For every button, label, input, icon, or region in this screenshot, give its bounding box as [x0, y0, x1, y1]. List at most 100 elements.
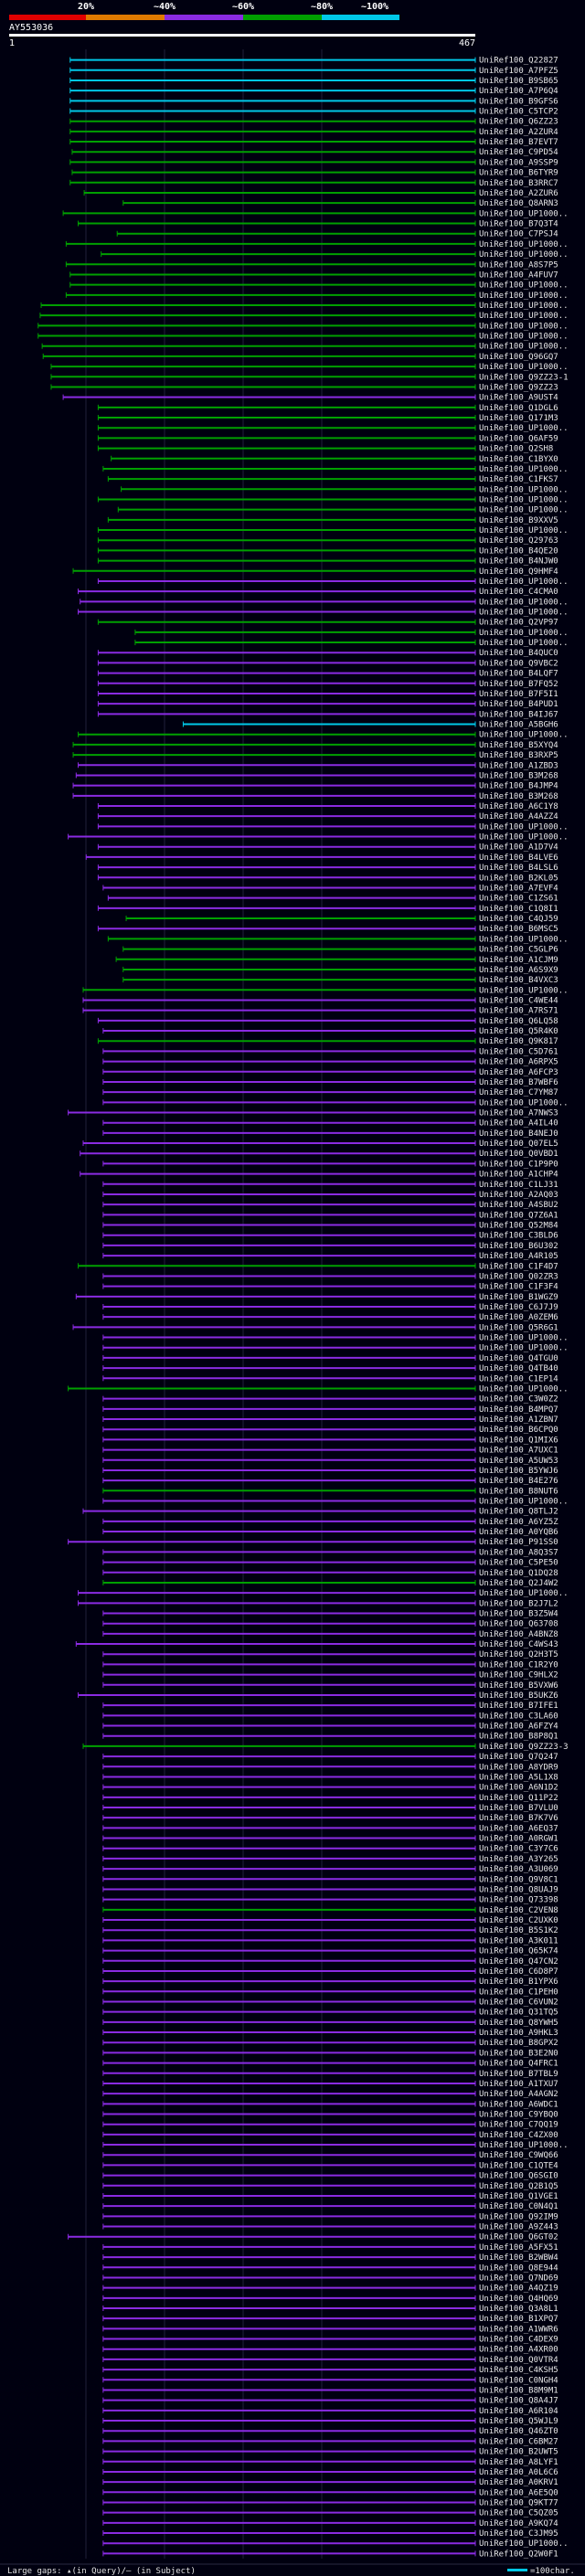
hit-row[interactable]: UniRef100_A9SSP9 [69, 158, 558, 167]
hit-row[interactable]: UniRef100_UP1000.. [68, 1384, 569, 1394]
hit-label[interactable]: UniRef100_C5GLP6 [479, 946, 558, 955]
hit-row[interactable]: UniRef100_C4KSH5 [102, 2366, 558, 2375]
hit-label[interactable]: UniRef100_A1ZBD3 [479, 761, 558, 770]
hit-label[interactable]: UniRef100_B4IJ67 [479, 710, 558, 719]
hit-row[interactable]: UniRef100_Q2H3T5 [102, 1650, 558, 1659]
hit-label[interactable]: UniRef100_C5QZ05 [479, 2509, 558, 2518]
hit-row[interactable]: UniRef100_B4LVE6 [85, 853, 558, 863]
hit-label[interactable]: UniRef100_C4CMA0 [479, 588, 558, 597]
hit-label[interactable]: UniRef100_B4LVE6 [479, 853, 558, 863]
hit-label[interactable]: UniRef100_Q2H3T5 [479, 1650, 558, 1659]
hit-row[interactable]: UniRef100_A1TXU7 [102, 2080, 558, 2089]
hit-row[interactable]: UniRef100_UP1000.. [107, 935, 569, 944]
hit-row[interactable]: UniRef100_P91SS0 [68, 1538, 558, 1547]
hit-row[interactable]: UniRef100_B3Z5W4 [102, 1610, 558, 1619]
hit-label[interactable]: UniRef100_A8LYF1 [479, 2458, 558, 2467]
hit-row[interactable]: UniRef100_C1P9P0 [102, 1160, 558, 1169]
hit-row[interactable]: UniRef100_UP1000.. [102, 2141, 569, 2150]
hit-row[interactable]: UniRef100_A3U069 [102, 1865, 558, 1874]
hit-label[interactable]: UniRef100_C9YBQ0 [479, 2111, 558, 2120]
hit-row[interactable]: UniRef100_A5FX51 [102, 2243, 558, 2253]
hit-label[interactable]: UniRef100_UP1000.. [479, 1497, 569, 1506]
hit-label[interactable]: UniRef100_Q1VGE1 [479, 2192, 558, 2201]
hit-row[interactable]: UniRef100_Q4HQ69 [102, 2295, 558, 2304]
hit-row[interactable]: UniRef100_UP1000.. [78, 1589, 569, 1598]
hit-row[interactable]: UniRef100_B4JMP4 [72, 782, 558, 791]
hit-label[interactable]: UniRef100_Q8E944 [479, 2263, 558, 2273]
hit-row[interactable]: UniRef100_Q7Q247 [102, 1753, 558, 1762]
hit-label[interactable]: UniRef100_Q11P22 [479, 1794, 558, 1803]
hit-label[interactable]: UniRef100_B5UKZ6 [479, 1691, 558, 1701]
hit-row[interactable]: UniRef100_B2J7L2 [78, 1599, 558, 1608]
hit-row[interactable]: UniRef100_Q6SGI0 [102, 2172, 558, 2181]
hit-label[interactable]: UniRef100_P91SS0 [479, 1538, 558, 1547]
hit-row[interactable]: UniRef100_B4MPQ7 [102, 1405, 558, 1415]
hit-label[interactable]: UniRef100_Q2J4W2 [479, 1579, 558, 1588]
hit-row[interactable]: UniRef100_Q11P22 [102, 1794, 558, 1803]
hit-row[interactable]: UniRef100_A1CHP4 [80, 1171, 558, 1180]
hit-row[interactable]: UniRef100_Q7ND69 [102, 2274, 558, 2283]
hit-label[interactable]: UniRef100_A2ZUR6 [479, 189, 558, 198]
hit-row[interactable]: UniRef100_UP1000.. [134, 629, 569, 638]
hit-label[interactable]: UniRef100_UP1000.. [479, 731, 569, 740]
hit-label[interactable]: UniRef100_A5BGH6 [479, 721, 558, 730]
hit-row[interactable]: UniRef100_Q6AF59 [97, 434, 558, 443]
hit-label[interactable]: UniRef100_C4DEX9 [479, 2336, 558, 2345]
hit-label[interactable]: UniRef100_Q63708 [479, 1620, 558, 1629]
hit-row[interactable]: UniRef100_Q4TB40 [102, 1364, 558, 1373]
hit-label[interactable]: UniRef100_B6MSC5 [479, 925, 558, 934]
hit-label[interactable]: UniRef100_A9UST4 [479, 394, 558, 403]
hit-row[interactable]: UniRef100_Q1DQ28 [102, 1569, 558, 1578]
hit-row[interactable]: UniRef100_UP1000.. [65, 240, 569, 249]
hit-row[interactable]: UniRef100_C6J7J9 [102, 1303, 558, 1312]
hit-row[interactable]: UniRef100_UP1000.. [102, 1334, 569, 1343]
hit-label[interactable]: UniRef100_Q2SH8 [479, 445, 553, 454]
hit-row[interactable]: UniRef100_A6FCP3 [102, 1068, 558, 1077]
hit-label[interactable]: UniRef100_Q07EL5 [479, 1140, 558, 1149]
hit-label[interactable]: UniRef100_A7P6Q4 [479, 87, 558, 96]
hit-row[interactable]: UniRef100_A0KRV1 [102, 2478, 558, 2487]
hit-row[interactable]: UniRef100_B4LQF7 [97, 670, 558, 679]
hit-row[interactable]: UniRef100_B7VLU0 [102, 1804, 558, 1813]
hit-label[interactable]: UniRef100_A8YDR9 [479, 1763, 558, 1772]
hit-row[interactable]: UniRef100_Q8E944 [102, 2263, 558, 2273]
hit-row[interactable]: UniRef100_A0L6C6 [102, 2468, 558, 2477]
hit-label[interactable]: UniRef100_UP1000.. [479, 1384, 569, 1394]
hit-label[interactable]: UniRef100_Q6ZZ23 [479, 118, 558, 127]
hit-label[interactable]: UniRef100_C1BYX0 [479, 455, 558, 464]
hit-label[interactable]: UniRef100_A6R104 [479, 2407, 558, 2416]
hit-label[interactable]: UniRef100_B1XPQ7 [479, 2315, 558, 2324]
hit-label[interactable]: UniRef100_A7RS71 [479, 1007, 558, 1016]
hit-row[interactable]: UniRef100_A2ZUR6 [83, 189, 558, 198]
hit-label[interactable]: UniRef100_Q4HQ69 [479, 2295, 558, 2304]
hit-label[interactable]: UniRef100_A6S9X9 [479, 966, 558, 975]
hit-label[interactable]: UniRef100_A0ZEM6 [479, 1313, 558, 1322]
hit-row[interactable]: UniRef100_A6R104 [102, 2407, 558, 2416]
hit-row[interactable]: UniRef100_A3Y265 [102, 1855, 558, 1864]
hit-label[interactable]: UniRef100_C1R2Y0 [479, 1660, 558, 1670]
hit-row[interactable]: UniRef100_C5D761 [102, 1047, 558, 1056]
hit-label[interactable]: UniRef100_UP1000.. [479, 209, 569, 218]
hit-label[interactable]: UniRef100_A6FZY4 [479, 1723, 558, 1732]
hit-label[interactable]: UniRef100_B3M268 [479, 792, 558, 801]
hit-row[interactable]: UniRef100_B2UWT5 [102, 2448, 558, 2457]
hit-label[interactable]: UniRef100_Q8ARN3 [479, 199, 558, 208]
hit-label[interactable]: UniRef100_C1EP14 [479, 1374, 558, 1383]
hit-label[interactable]: UniRef100_Q96GQ7 [479, 353, 558, 362]
hit-label[interactable]: UniRef100_B4JMP4 [479, 782, 558, 791]
hit-row[interactable]: UniRef100_A7RS71 [82, 1007, 558, 1016]
hit-label[interactable]: UniRef100_B7K7V6 [479, 1814, 558, 1823]
hit-row[interactable]: UniRef100_Q02ZR3 [102, 1272, 558, 1281]
hit-row[interactable]: UniRef100_A8YDR9 [102, 1763, 558, 1772]
hit-label[interactable]: UniRef100_Q3A8L1 [479, 2305, 558, 2314]
hit-row[interactable]: UniRef100_Q29763 [97, 536, 558, 546]
hit-row[interactable]: UniRef100_C4QJ59 [125, 915, 558, 924]
hit-row[interactable]: UniRef100_A4R105 [102, 1252, 558, 1261]
hit-row[interactable]: UniRef100_UP1000.. [134, 639, 569, 648]
hit-label[interactable]: UniRef100_UP1000.. [479, 2141, 569, 2150]
hit-row[interactable]: UniRef100_B4PUD1 [97, 700, 558, 709]
hit-label[interactable]: UniRef100_B4NJW0 [479, 557, 558, 567]
hit-label[interactable]: UniRef100_C1ZS61 [479, 895, 558, 904]
hit-row[interactable]: UniRef100_A9HKL3 [102, 2029, 558, 2038]
hit-row[interactable]: UniRef100_Q22827 [69, 57, 558, 66]
